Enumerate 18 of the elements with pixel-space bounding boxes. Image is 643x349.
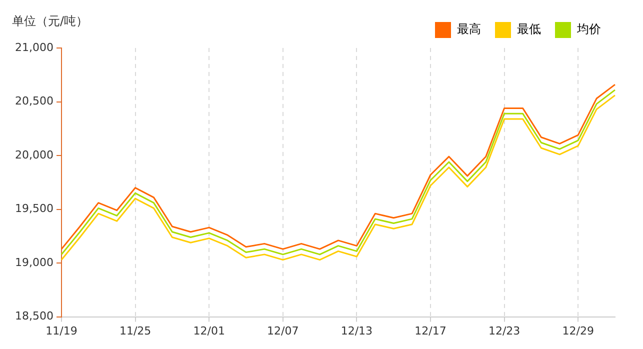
- x-tick-label: 12/01: [193, 324, 225, 338]
- y-tick-label: 20,000: [14, 148, 54, 162]
- legend-label: 最低: [517, 22, 541, 36]
- x-tick-label: 12/29: [562, 324, 594, 338]
- y-tick-label: 19,000: [14, 256, 54, 269]
- x-tick-label: 12/07: [267, 324, 299, 338]
- y-tick-label: 19,500: [14, 202, 54, 216]
- x-tick-label: 11/25: [119, 324, 152, 338]
- y-tick-label: 20,500: [14, 94, 54, 108]
- legend-label: 均价: [576, 22, 601, 36]
- y-axis-title: 单位（元/吨）: [12, 14, 88, 28]
- x-tick-label: 12/17: [414, 324, 446, 338]
- x-tick-label: 12/23: [488, 324, 520, 338]
- y-tick-label: 21,000: [14, 40, 54, 54]
- x-tick-label: 11/19: [46, 324, 78, 338]
- legend-label: 最高: [457, 22, 481, 36]
- y-tick-label: 18,500: [14, 310, 54, 323]
- x-tick-label: 12/13: [340, 324, 373, 338]
